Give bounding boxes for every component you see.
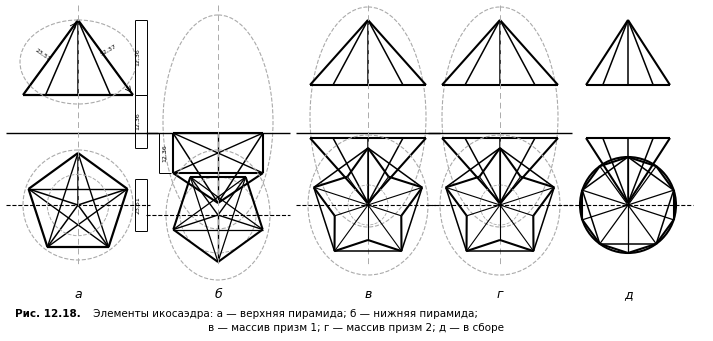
Text: 23,51: 23,51 xyxy=(135,196,140,214)
Text: д: д xyxy=(624,288,632,301)
Text: Рис. 12.18.: Рис. 12.18. xyxy=(15,309,81,319)
Text: в — массив призм 1; г — массив призм 2; д — в сборе: в — массив призм 1; г — массив призм 2; … xyxy=(208,323,505,333)
Text: 12,36: 12,36 xyxy=(163,144,168,162)
Text: г: г xyxy=(497,288,503,301)
Text: 23,51: 23,51 xyxy=(34,48,52,62)
Text: в: в xyxy=(364,288,371,301)
Text: 12,36: 12,36 xyxy=(135,49,140,66)
Text: Элементы икосаэдра: а — верхняя пирамида; б — нижняя пирамида;: Элементы икосаэдра: а — верхняя пирамида… xyxy=(90,309,478,319)
Text: а: а xyxy=(74,288,82,301)
Text: б: б xyxy=(214,288,222,301)
Text: 12,36: 12,36 xyxy=(135,113,140,130)
Text: 52,37: 52,37 xyxy=(99,43,117,57)
